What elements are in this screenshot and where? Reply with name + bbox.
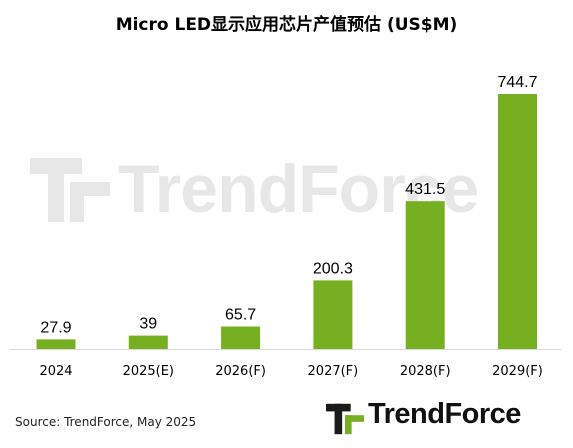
source-note: Source: TrendForce, May 2025 — [15, 415, 197, 429]
category-label-2025(E): 2025(E) — [123, 364, 174, 379]
bar-2027(F) — [313, 280, 353, 349]
bar-2024 — [36, 339, 76, 349]
category-label-2029(F): 2029(F) — [492, 364, 543, 379]
bar-2026(F) — [221, 326, 261, 349]
chart-title: Micro LED显示应用芯片产值预估 (US$M) — [115, 15, 458, 35]
category-label-2028(F): 2028(F) — [400, 364, 451, 379]
category-label-2027(F): 2027(F) — [308, 364, 359, 379]
data-label-2029(F): 744.7 — [497, 74, 537, 91]
brand-name: TrendForce — [368, 398, 521, 430]
bar-2028(F) — [405, 201, 445, 349]
category-label-2024: 2024 — [39, 364, 72, 379]
data-label-2027(F): 200.3 — [313, 260, 353, 277]
trendforce-logo: TrendForce — [326, 396, 566, 440]
data-label-2024: 27.9 — [40, 319, 71, 336]
data-label-2026(F): 65.7 — [225, 307, 256, 324]
bar-2025(E) — [128, 335, 168, 349]
data-label-2028(F): 431.5 — [405, 181, 445, 198]
trendforce-logo-icon — [326, 403, 364, 435]
category-label-2026(F): 2026(F) — [215, 364, 266, 379]
bar-2029(F) — [498, 94, 537, 349]
data-label-2025(E): 39 — [139, 316, 157, 333]
